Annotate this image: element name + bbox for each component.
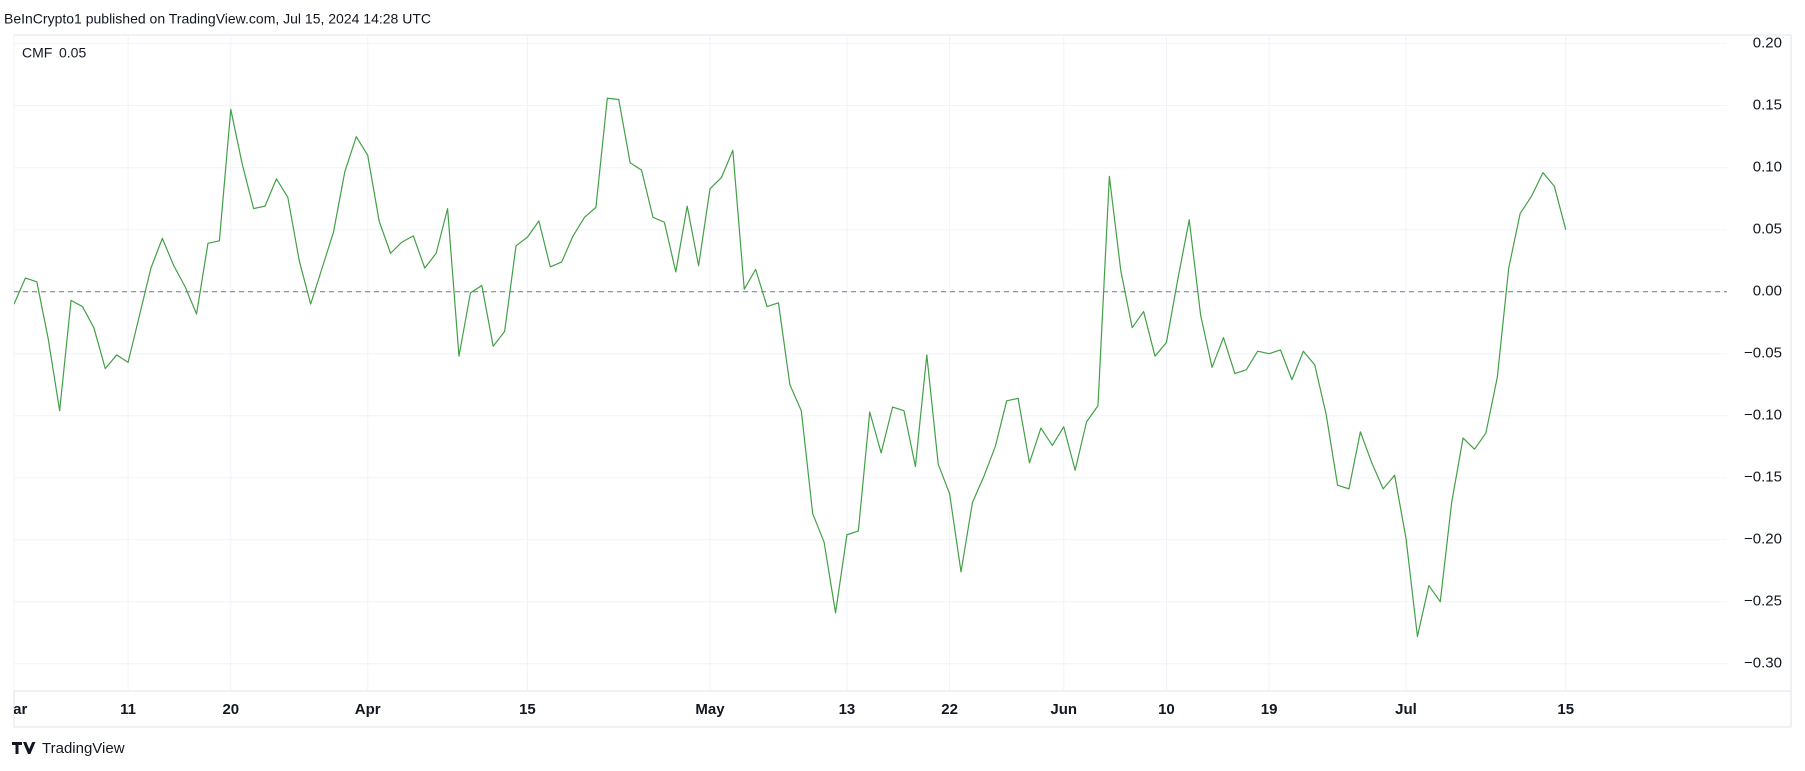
x-tick-label: Jun: [1050, 701, 1077, 718]
footer-logo: [12, 742, 36, 754]
plot-area: Mar 11 20 Apr 15 May 13 22 Jun 10 19 Jul 15: [1, 97, 1727, 718]
y-tick-label: −0.30: [1744, 655, 1782, 672]
y-tick-label: −0.15: [1744, 469, 1782, 486]
x-tick-label: 22: [941, 701, 958, 718]
x-tick-label: 13: [839, 701, 856, 718]
y-tick-label: −0.10: [1744, 407, 1782, 424]
cmf-line: [14, 97, 1567, 638]
x-tick-label: 20: [222, 701, 239, 718]
axes: 0.20 0.15 0.10 0.05 0.00 −0.05 −0.10 −0.15 −0.20…: [1744, 35, 1782, 672]
y-tick-label: 0.20: [1753, 35, 1782, 52]
pane-border: [13, 34, 1792, 728]
grid: [13, 35, 1727, 691]
x-tick-label: 10: [1158, 701, 1175, 718]
x-tick-label: 11: [120, 701, 136, 718]
legend-name: CMF: [22, 45, 52, 61]
x-tick-label: 15: [1557, 701, 1574, 718]
y-tick-label: −0.25: [1744, 593, 1782, 610]
y-tick-label: 0.00: [1753, 283, 1782, 300]
legend-value: 0.05: [59, 45, 86, 61]
x-tick-label: 19: [1261, 701, 1278, 718]
y-tick-label: −0.05: [1744, 345, 1782, 362]
header-text: BeInCrypto1 published on TradingView.com…: [4, 11, 431, 27]
x-tick-label: Mar: [1, 701, 28, 718]
y-tick-label: 0.10: [1753, 159, 1782, 176]
x-tick-label: Jul: [1395, 701, 1417, 718]
footer-text: TradingView: [42, 740, 125, 757]
x-tick-label: 15: [519, 701, 536, 718]
x-tick-label: May: [695, 701, 725, 718]
y-tick-label: −0.20: [1744, 531, 1782, 548]
y-tick-label: 0.05: [1753, 221, 1782, 238]
y-tick-label: 0.15: [1753, 97, 1782, 114]
x-tick-label: Apr: [355, 701, 381, 718]
